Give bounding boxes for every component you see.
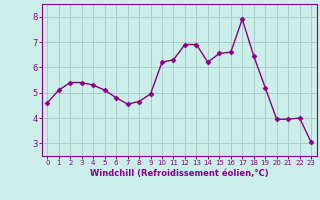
X-axis label: Windchill (Refroidissement éolien,°C): Windchill (Refroidissement éolien,°C): [90, 169, 268, 178]
